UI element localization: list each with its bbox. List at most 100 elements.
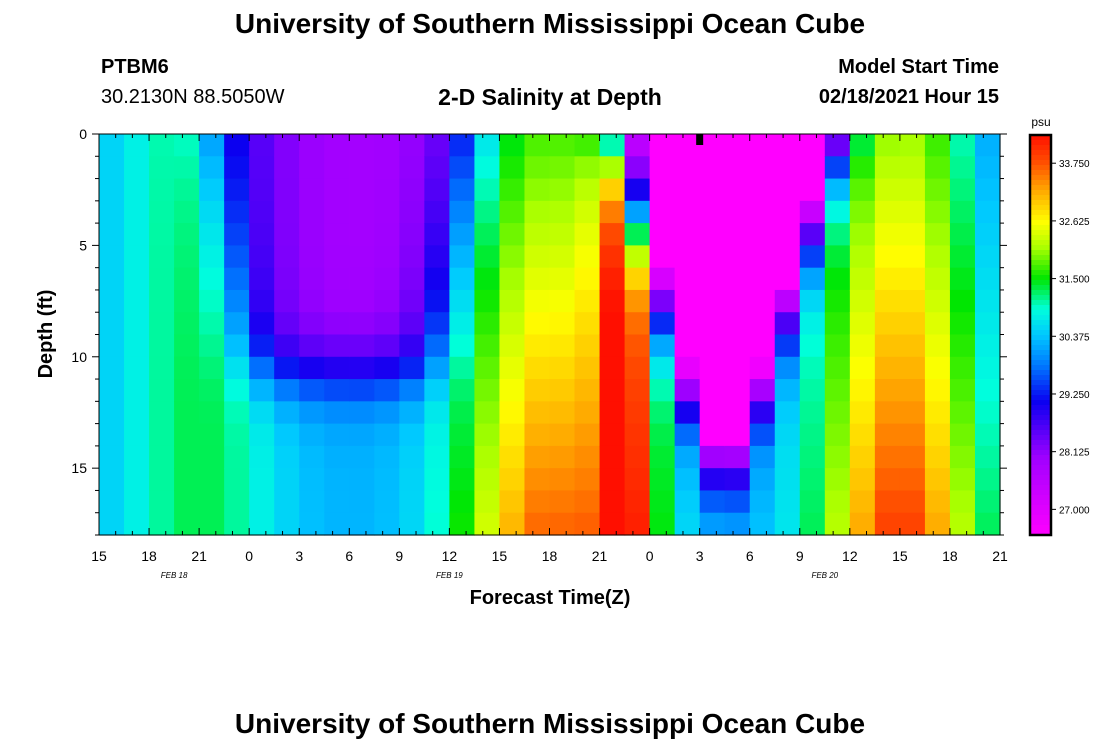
heatmap-cell — [274, 312, 300, 336]
colorbar-segment — [1030, 390, 1051, 396]
heatmap-cell — [324, 267, 350, 291]
heatmap-cell — [524, 401, 551, 425]
heatmap-cell — [799, 223, 826, 246]
heatmap-cell — [424, 223, 450, 246]
heatmap-cell — [774, 379, 801, 402]
heatmap-cell — [324, 134, 350, 157]
heatmap-cell — [449, 445, 476, 469]
heatmap-cell — [874, 334, 901, 358]
heatmap-cell — [924, 134, 951, 157]
heatmap-cell — [199, 245, 225, 269]
heatmap-cell — [149, 445, 175, 469]
heatmap-cell — [124, 445, 150, 469]
heatmap-cell — [374, 401, 400, 425]
heatmap-cell — [399, 223, 425, 246]
colorbar-segment — [1030, 325, 1051, 331]
heatmap-cell — [924, 379, 951, 402]
heatmap-cell — [374, 178, 400, 202]
heatmap-cell — [199, 134, 225, 157]
heatmap-cell — [449, 178, 476, 202]
heatmap-cell — [799, 334, 826, 358]
heatmap-cell — [599, 156, 626, 180]
heatmap-cell — [599, 468, 626, 492]
heatmap-cell — [974, 267, 1001, 291]
heatmap-cell — [624, 423, 651, 447]
colorbar-segment — [1030, 175, 1051, 181]
heatmap-cell — [899, 512, 926, 536]
heatmap-cell — [599, 245, 626, 269]
heatmap-cell — [899, 245, 926, 269]
heatmap-cell — [549, 445, 576, 469]
colorbar-segment — [1030, 220, 1051, 226]
heatmap-cell — [974, 468, 1001, 492]
heatmap-cell — [249, 134, 275, 157]
heatmap-cell — [724, 223, 751, 246]
heatmap-cell — [774, 134, 801, 157]
footer-title: University of Southern Mississippi Ocean… — [234, 708, 866, 739]
colorbar-segment — [1030, 140, 1051, 146]
colorbar-segment — [1030, 395, 1051, 401]
x-tick-label: 0 — [245, 548, 253, 564]
heatmap-cell — [674, 134, 701, 157]
heatmap-cell — [424, 379, 450, 402]
heatmap-cell — [249, 223, 275, 246]
heatmap-cell — [499, 134, 526, 157]
heatmap-cell — [224, 178, 250, 202]
heatmap-cell — [449, 401, 476, 425]
heatmap-cell — [349, 267, 375, 291]
heatmap-cell — [799, 267, 826, 291]
colorbar-segment — [1030, 500, 1051, 506]
heatmap-cell — [524, 223, 551, 246]
colorbar-segment — [1030, 385, 1051, 391]
heatmap-cell — [349, 134, 375, 157]
heatmap-cell — [424, 245, 450, 269]
heatmap-cell — [324, 200, 350, 224]
heatmap-cell — [174, 245, 200, 269]
heatmap-cell — [249, 267, 275, 291]
heatmap-cell — [249, 379, 275, 402]
heatmap-cell — [249, 245, 275, 269]
heatmap-cell — [924, 200, 951, 224]
heatmap-cell — [824, 490, 851, 514]
heatmap-cell — [174, 356, 200, 380]
x-tick-label: 18 — [942, 548, 958, 564]
heatmap-cell — [374, 267, 400, 291]
heatmap — [99, 134, 1001, 536]
heatmap-cell — [574, 445, 601, 469]
heatmap-cell — [749, 445, 776, 469]
heatmap-cell — [299, 468, 325, 492]
heatmap-cell — [949, 379, 976, 402]
heatmap-cell — [674, 200, 701, 224]
heatmap-cell — [774, 178, 801, 202]
heatmap-cell — [199, 401, 225, 425]
heatmap-cell — [699, 245, 726, 269]
colorbar-segment — [1030, 135, 1051, 141]
heatmap-cell — [424, 468, 450, 492]
colorbar-segment — [1030, 185, 1051, 191]
heatmap-cell — [699, 156, 726, 180]
heatmap-cell — [224, 200, 250, 224]
heatmap-cell — [849, 379, 876, 402]
x-tick-label: 18 — [542, 548, 558, 564]
colorbar-tick-label: 29.250 — [1059, 390, 1090, 401]
heatmap-cell — [224, 423, 250, 447]
heatmap-cell — [499, 267, 526, 291]
heatmap-cell — [649, 512, 676, 536]
heatmap-cell — [549, 401, 576, 425]
heatmap-cell — [124, 490, 150, 514]
heatmap-cell — [499, 356, 526, 380]
heatmap-cell — [724, 445, 751, 469]
heatmap-cell — [674, 245, 701, 269]
heatmap-cell — [274, 223, 300, 246]
heatmap-cell — [849, 490, 876, 514]
heatmap-cell — [774, 267, 801, 291]
heatmap-cell — [99, 312, 125, 336]
heatmap-cell — [224, 445, 250, 469]
heatmap-cell — [949, 445, 976, 469]
colorbar-segment — [1030, 235, 1051, 241]
heatmap-cell — [574, 200, 601, 224]
heatmap-cell — [274, 334, 300, 358]
heatmap-cell — [624, 356, 651, 380]
heatmap-cell — [899, 401, 926, 425]
